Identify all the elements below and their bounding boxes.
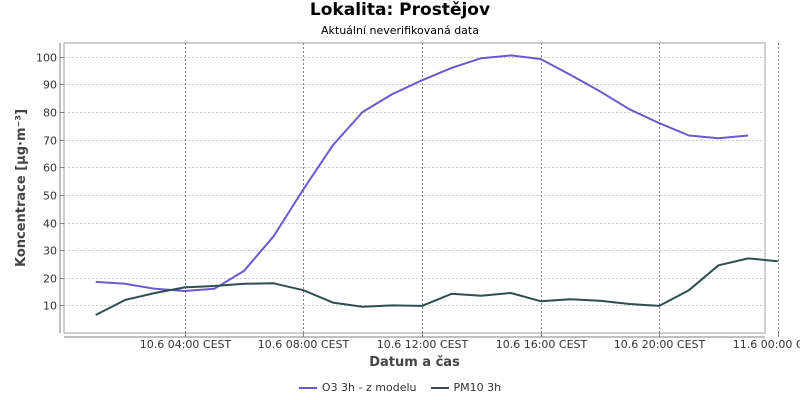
legend-swatch [430,386,449,389]
legend-label: PM10 3h [453,381,502,394]
y-tick-label: 10 [43,300,57,313]
x-axis-label: Datum a čas [369,355,460,370]
series-line-pm10 [95,257,778,316]
y-tick-label: 20 [43,273,57,286]
y-tick-label: 50 [43,190,57,203]
x-tick-label: 10.6 20:00 CEST [614,338,706,351]
legend-item: O3 3h - z modelu [298,381,417,394]
legend-item: PM10 3h [430,381,502,394]
chart-title: Lokalita: Prostějov [309,0,491,20]
x-tick-label: 11.6 00:00 CEST [733,338,800,351]
x-tick-label: 10.6 08:00 CEST [258,338,350,351]
y-axis-label: Koncentrace [µg·m⁻³] [14,109,29,267]
series-line-o3 [95,54,749,292]
legend-swatch [298,386,317,389]
x-tick-label: 10.6 16:00 CEST [496,338,588,351]
chart-subtitle: Aktuální neverifikovaná data [321,24,479,37]
x-tick-label: 10.6 04:00 CEST [140,338,232,351]
y-tick-label: 40 [43,218,57,231]
plot-area [63,42,766,334]
y-tick-label: 100 [36,52,57,65]
y-tick-label: 70 [43,135,57,148]
legend: O3 3h - z modelu PM10 3h [0,381,800,394]
y-tick-label: 80 [43,107,57,120]
legend-label: O3 3h - z modelu [321,381,417,394]
y-tick-label: 30 [43,245,57,258]
y-tick-label: 60 [43,162,57,175]
y-tick-label: 90 [43,79,57,92]
x-tick-label: 10.6 12:00 CEST [377,338,469,351]
